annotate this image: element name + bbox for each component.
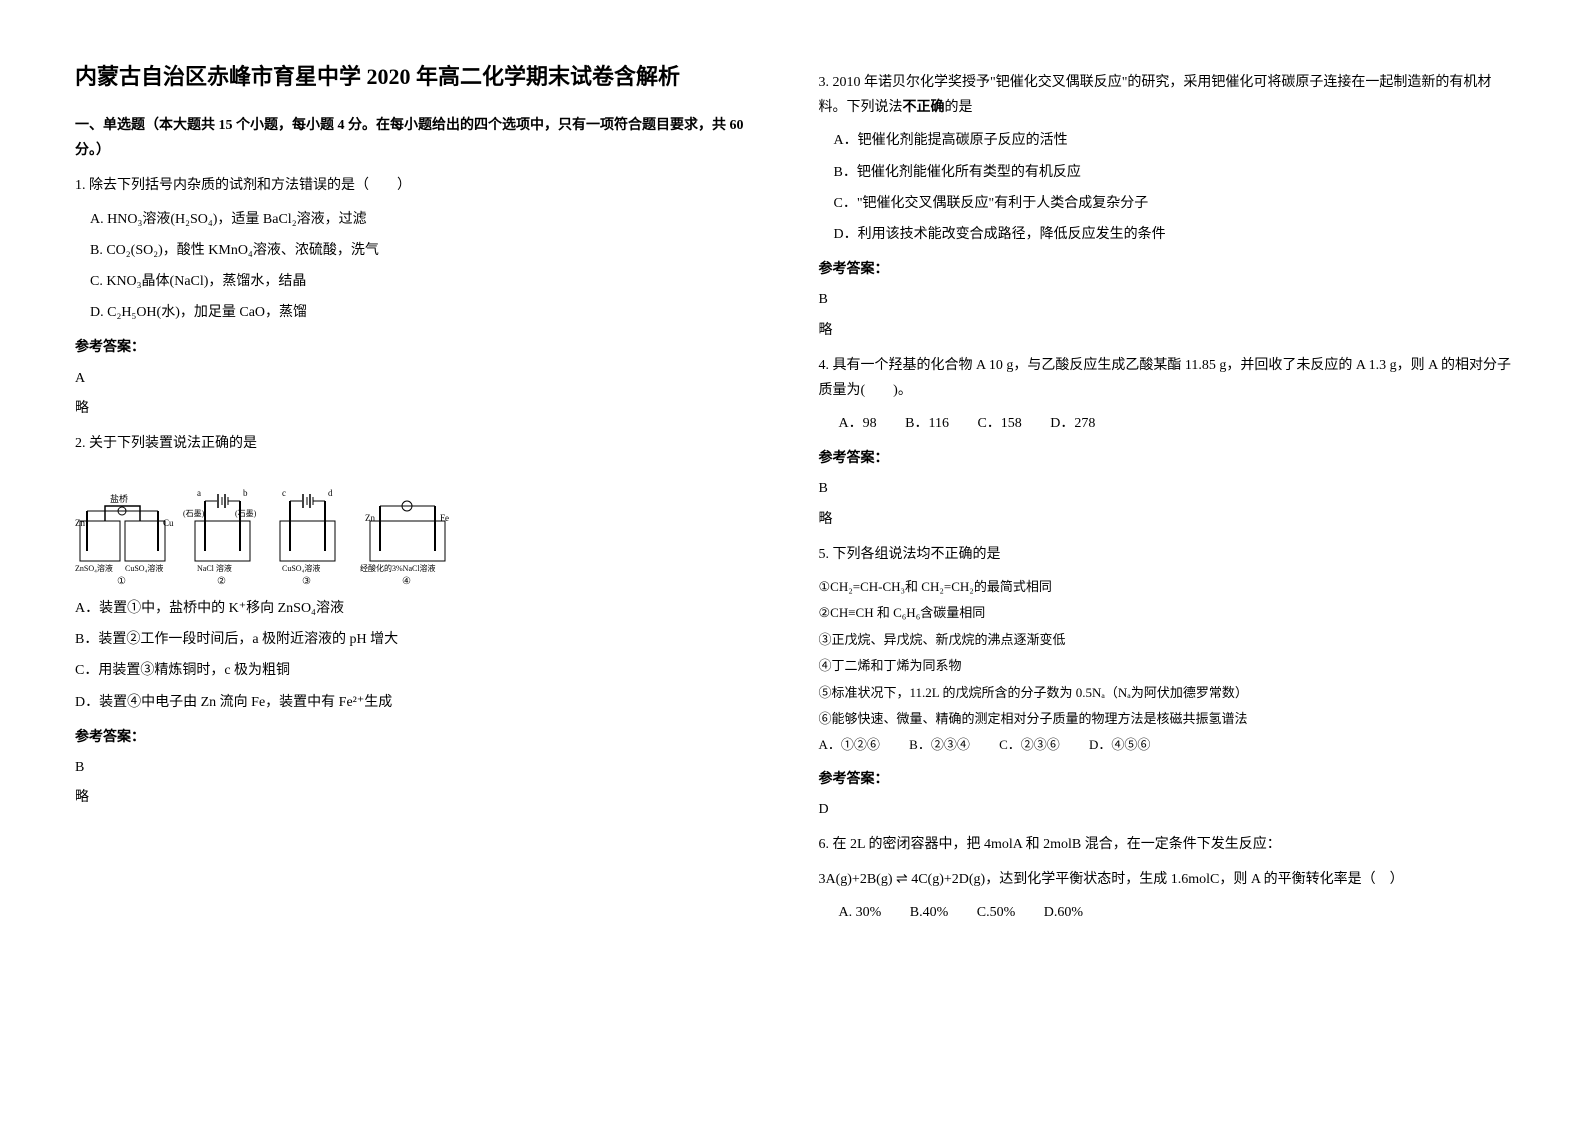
q5-option-c: C．②③⑥: [999, 737, 1060, 752]
q4-text: 4. 具有一个羟基的化合物 A 10 g，与乙酸反应生成乙酸某酯 11.85 g…: [819, 353, 1513, 403]
svg-text:ZnSO₄溶液: ZnSO₄溶液: [75, 563, 113, 573]
svg-text:③: ③: [302, 576, 311, 586]
q4-answer-label: 参考答案：: [819, 446, 1513, 471]
q5-answer: D: [819, 797, 1513, 822]
svg-text:经酸化的3%NaCl溶液: 经酸化的3%NaCl溶液: [360, 563, 436, 573]
q6-options: A. 30% B.40% C.50% D.60%: [839, 900, 1513, 925]
svg-text:Zn: Zn: [365, 513, 375, 523]
q4-note: 略: [819, 507, 1513, 532]
question-4: 4. 具有一个羟基的化合物 A 10 g，与乙酸反应生成乙酸某酯 11.85 g…: [819, 353, 1513, 532]
svg-text:c: c: [282, 488, 286, 498]
question-2: 2. 关于下列装置说法正确的是 盐桥 Zn Cu ZnSO₄溶液 CuSO₄溶液…: [75, 431, 769, 811]
question-5: 5. 下列各组说法均不正确的是 ①CH₂=CH-CH₃和 CH₂=CH₂的最简式…: [819, 542, 1513, 822]
svg-text:NaCl 溶液: NaCl 溶液: [197, 563, 232, 573]
q1-note: 略: [75, 396, 769, 421]
q6-text1: 6. 在 2L 的密闭容器中，把 4molA 和 2molB 混合，在一定条件下…: [819, 832, 1513, 857]
q6-option-c: C.50%: [977, 905, 1016, 920]
q2-diagram: 盐桥 Zn Cu ZnSO₄溶液 CuSO₄溶液 ①: [75, 466, 505, 586]
q3-option-a: A．钯催化剂能提高碳原子反应的活性: [834, 128, 1513, 153]
svg-text:Zn: Zn: [75, 518, 85, 528]
q3-note: 略: [819, 318, 1513, 343]
q4-option-b: B．116: [905, 416, 949, 431]
q2-answer: B: [75, 755, 769, 780]
q5-text: 5. 下列各组说法均不正确的是: [819, 542, 1513, 567]
q5-options: A．①②⑥ B．②③④ C．②③⑥ D．④⑤⑥: [819, 733, 1513, 756]
diagram-saltbridge-label: 盐桥: [110, 493, 128, 504]
q6-option-b: B.40%: [910, 905, 949, 920]
q1-answer-label: 参考答案：: [75, 335, 769, 360]
question-6: 6. 在 2L 的密闭容器中，把 4molA 和 2molB 混合，在一定条件下…: [819, 832, 1513, 926]
q1-text: 1. 除去下列括号内杂质的试剂和方法错误的是（ ）: [75, 173, 769, 198]
q5-item5: ⑤标准状况下，11.2L 的戊烷所含的分子数为 0.5Nₐ（Nₐ为阿伏加德罗常数…: [819, 681, 1513, 704]
svg-text:d: d: [328, 488, 333, 498]
svg-text:(石墨): (石墨): [235, 509, 257, 518]
q3-answer: B: [819, 287, 1513, 312]
q5-item3: ③正戊烷、异戊烷、新戊烷的沸点逐渐变低: [819, 628, 1513, 651]
q4-options: A．98 B．116 C．158 D．278: [839, 411, 1513, 436]
q5-item4: ④丁二烯和丁烯为同系物: [819, 654, 1513, 677]
svg-text:b: b: [243, 488, 248, 498]
svg-text:Fe: Fe: [440, 513, 449, 523]
svg-text:④: ④: [402, 576, 411, 586]
section-header: 一、单选题（本大题共 15 个小题，每小题 4 分。在每小题给出的四个选项中，只…: [75, 113, 769, 163]
svg-text:CuSO₄溶液: CuSO₄溶液: [125, 563, 163, 573]
q6-text2: 3A(g)+2B(g) ⇌ 4C(g)+2D(g)，达到化学平衡状态时，生成 1…: [819, 867, 1513, 892]
q4-answer: B: [819, 476, 1513, 501]
question-3: 3. 2010 年诺贝尔化学奖授予"钯催化交叉偶联反应"的研究，采用钯催化可将碳…: [819, 70, 1513, 343]
q5-option-a: A．①②⑥: [819, 737, 880, 752]
svg-text:CuSO₄溶液: CuSO₄溶液: [282, 563, 320, 573]
q2-note: 略: [75, 785, 769, 810]
page-title: 内蒙古自治区赤峰市育星中学 2020 年高二化学期末试卷含解析: [75, 60, 769, 93]
q5-item1: ①CH₂=CH-CH₃和 CH₂=CH₂的最简式相同: [819, 575, 1513, 598]
q6-option-a: A. 30%: [839, 905, 882, 920]
svg-text:(石墨): (石墨): [183, 509, 205, 518]
q5-answer-label: 参考答案：: [819, 767, 1513, 792]
q5-item2: ②CH≡CH 和 C₆H₆含碳量相同: [819, 601, 1513, 624]
svg-text:②: ②: [217, 576, 226, 586]
q1-option-c: C. KNO₃晶体(NaCl)，蒸馏水，结晶: [90, 269, 769, 294]
q4-option-d: D．278: [1050, 416, 1095, 431]
q5-item6: ⑥能够快速、微量、精确的测定相对分子质量的物理方法是核磁共振氢谱法: [819, 707, 1513, 730]
svg-text:①: ①: [117, 576, 126, 586]
q4-option-c: C．158: [977, 416, 1021, 431]
q3-option-b: B．钯催化剂能催化所有类型的有机反应: [834, 160, 1513, 185]
q1-option-b: B. CO₂(SO₂)，酸性 KMnO₄溶液、浓硫酸，洗气: [90, 238, 769, 263]
q2-text: 2. 关于下列装置说法正确的是: [75, 431, 769, 456]
svg-text:a: a: [197, 488, 201, 498]
q2-option-c: C．用装置③精炼铜时，c 极为粗铜: [75, 658, 769, 683]
q2-option-a: A．装置①中，盐桥中的 K⁺移向 ZnSO₄溶液: [75, 596, 769, 621]
q3-text: 3. 2010 年诺贝尔化学奖授予"钯催化交叉偶联反应"的研究，采用钯催化可将碳…: [819, 70, 1513, 120]
question-1: 1. 除去下列括号内杂质的试剂和方法错误的是（ ） A. HNO₃溶液(H₂SO…: [75, 173, 769, 421]
q3-option-d: D．利用该技术能改变合成路径，降低反应发生的条件: [834, 222, 1513, 247]
q1-option-d: D. C₂H₅OH(水)，加足量 CaO，蒸馏: [90, 300, 769, 325]
q2-option-d: D．装置④中电子由 Zn 流向 Fe，装置中有 Fe²⁺生成: [75, 690, 769, 715]
svg-text:Cu: Cu: [163, 518, 174, 528]
q3-option-c: C．"钯催化交叉偶联反应"有利于人类合成复杂分子: [834, 191, 1513, 216]
q1-option-a: A. HNO₃溶液(H₂SO₄)，适量 BaCl₂溶液，过滤: [90, 207, 769, 232]
q2-answer-label: 参考答案：: [75, 725, 769, 750]
q2-option-b: B．装置②工作一段时间后，a 极附近溶液的 pH 增大: [75, 627, 769, 652]
q5-option-b: B．②③④: [909, 737, 970, 752]
q4-option-a: A．98: [839, 416, 877, 431]
q3-answer-label: 参考答案：: [819, 257, 1513, 282]
q5-option-d: D．④⑤⑥: [1089, 737, 1150, 752]
q1-answer: A: [75, 366, 769, 391]
q6-option-d: D.60%: [1044, 905, 1083, 920]
